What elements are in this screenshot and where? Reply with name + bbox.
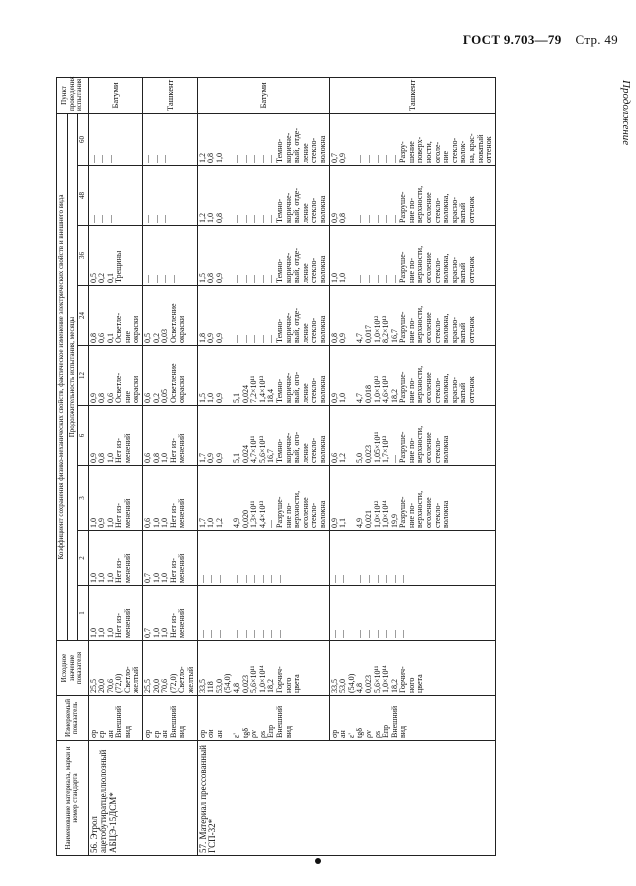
value-cell: 1,0 1,0 1,0 Нет из- менений [88,585,143,641]
page-number: Стр. 49 [575,32,618,47]
month-header: 3 [77,465,88,531]
initial-value: 33,5 118 53,0 (54,0) 4,8 0,023 5,6×10¹¹ … [197,640,330,696]
table-row: 57. Материал прессованный ГСП-32* σр σи a… [197,77,496,856]
column-header: Исходное значение показателя [56,640,88,696]
value-cell: 0,7 1,0 1,0 Нет из- менений [142,585,198,641]
indicators: σр εр aн Внешний вид [142,695,198,741]
value-cell: 0,7 0,9 — — — — — Разру- шение поверх- н… [329,113,496,166]
month-header: 36 [77,225,88,286]
value-cell: — — — [142,113,198,166]
test-place: Ташкент [329,77,496,114]
value-cell: 0,8 0,9 4,7 0,017 1,0×10¹² 8,2×10¹³ 16,7… [329,285,496,346]
test-place: Батуми [88,77,143,114]
value-cell: 1,0 0,9 1,0 Нет из- менений [88,465,143,531]
value-cell: — — — — — — — — [329,530,496,586]
value-cell: 0,9 1,1 4,9 0,021 1,0×10¹² 1,0×10¹⁴ 19,9… [329,465,496,531]
value-cell: 0,9 1,0 4,7 0,018 1,0×10¹² 4,6×10¹³ 18,2… [329,345,496,406]
group-header: Коэффициент сохранения физико-механическ… [56,113,67,641]
month-header: 2 [77,530,88,586]
material-name: 57. Материал прессованный ГСП-32* [197,740,496,856]
value-cell: — — — — — — — — — [197,530,330,586]
bullet [315,858,321,864]
continuation: Продолжение [620,80,632,146]
value-cell: 0,9 0,8 0,6 Осветле- ние окраски [88,345,143,406]
value-cell: 0,6 0,2 0,05 Осветление окраски [142,345,198,406]
page-header: ГОСТ 9.703—79 Стр. 49 [463,32,618,48]
material-name: 56. Этрол ацетобутиратцеллюлозный АБЦЭ-1… [88,740,198,856]
header-row: Наименование материала, марки и номер ст… [56,77,88,856]
table-row: 56. Этрол ацетобутиратцеллюлозный АБЦЭ-1… [88,77,198,856]
value-cell: — — — [88,113,143,166]
value-cell: 1,5 0,8 0,9 — — — — — Темно- коричне- вы… [197,225,330,286]
value-cell: 1,2 0,8 1,0 — — — — — Темно- коричне- вы… [197,113,330,166]
value-cell: — — — [142,165,198,226]
indicators: σр εр aн Внешний вид [88,695,143,741]
value-cell: 1,8 0,9 0,9 — — — — — Темно- коричне- вы… [197,285,330,346]
column-header: Наименование материала, марки и номер ст… [56,740,88,856]
value-cell: — — — — — — — — — [197,585,330,641]
value-cell: — — — — — — — — [329,585,496,641]
value-cell: 0,8 0,6 0,1 Осветле- ние окраски [88,285,143,346]
month-header: 6 [77,405,88,466]
value-cell: 1,2 1,0 0,8 — — — — — Темно- коричне- вы… [197,165,330,226]
test-place: Ташкент [142,77,198,114]
value-cell: 1,7 1,0 1,2 4,9 0,020 1,3×10¹¹ 4,4×10¹³ … [197,465,330,531]
column-header: Измеряемый показатель [56,695,88,741]
indicators: σр σи aн ε' tgδ ρv ρs Eпр Внешний вид [197,695,330,741]
value-cell: 1,5 1,0 0,9 5,1 0,024 7,2×10¹¹ 1,4×10¹³ … [197,345,330,406]
value-cell: 0,7 1,0 1,0 Нет из- менений [142,530,198,586]
data-table: Наименование материала, марки и номер ст… [56,77,496,856]
table-row: σр aн ε' tgδ ρv ρs Eпр Внешний вид 33,5 5… [329,77,496,855]
month-header: 1 [77,585,88,641]
value-cell: 0,5 0,2 0,03 Осветление окраски [142,285,198,346]
month-header: 12 [77,345,88,406]
initial-value: 33,5 53,0 (54,0) 4,8 0,023 5,6×10¹¹ 1,0×… [329,640,496,696]
table-body: 56. Этрол ацетобутиратцеллюлозный АБЦЭ-1… [88,77,496,856]
month-header: 24 [77,285,88,346]
test-place: Батуми [197,77,330,114]
value-cell: 1,7 0,9 0,9 5,1 0,024 4,7×10¹¹ 5,6×10¹³ … [197,405,330,466]
value-cell: 0,9 0,8 1,0 Нет из- менений [88,405,143,466]
group-header: Продолжительность испытания, месяцы [67,113,78,641]
value-cell: 1,0 1,0 1,0 Нет из- менений [88,530,143,586]
value-cell: 1,0 1,0 — — — — — Разруше- ние по- верхн… [329,225,496,286]
month-header: 48 [77,165,88,226]
initial-value: 25,5 20,0 70,6 (72,0) Светло- желтый [88,640,143,696]
value-cell: 0,6 1,0 1,0 Нет из- менений [142,465,198,531]
table-head: Наименование материала, марки и номер ст… [56,77,88,856]
value-cell: 0,9 0,8 — — — — — Разруше- ние по- верхн… [329,165,496,226]
indicators: σр aн ε' tgδ ρv ρs Eпр Внешний вид [329,695,496,741]
initial-value: 25,5 20,0 70,6 (72,0) Светло- желтый [142,640,198,696]
value-cell: 0,5 0,2 0,1 Трещины [88,225,143,286]
month-header: 60 [77,113,88,166]
value-cell: — — — — [142,225,198,286]
value-cell: 0,6 0,8 1,0 Нет из- менений [142,405,198,466]
value-cell: — — — [88,165,143,226]
table-row: σр εр aн Внешний вид 25,5 20,0 70,6 (72,0… [142,77,198,855]
value-cell: 0,6 1,2 5,0 0,023 1,05×10¹¹ 1,7×10¹³ — Р… [329,405,496,466]
table-wrapper: Наименование материала, марки и номер ст… [56,77,496,856]
column-header: Пункт проведения испытания [56,77,88,114]
standard: ГОСТ 9.703—79 [462,32,562,47]
